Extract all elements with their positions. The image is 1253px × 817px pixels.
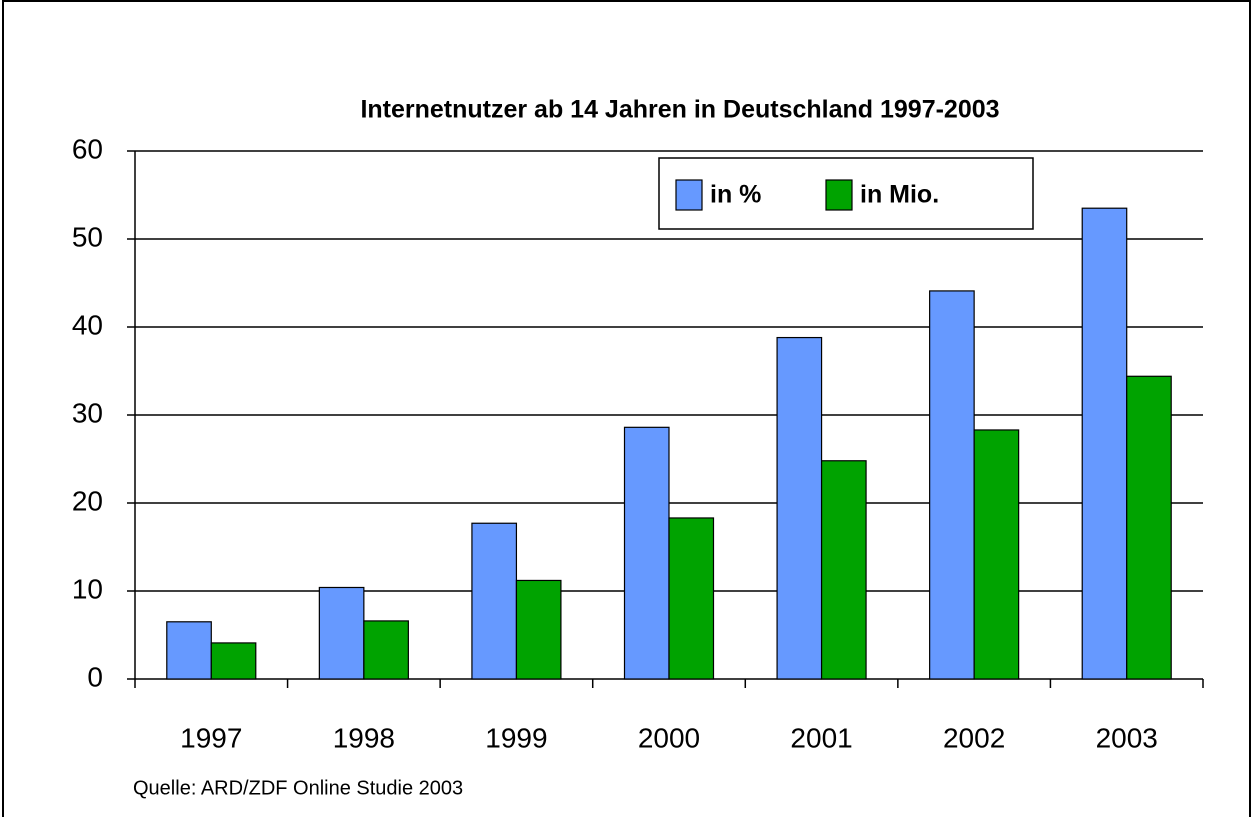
x-tick-label: 2002	[943, 722, 1005, 753]
bar	[623, 426, 670, 680]
bar	[210, 642, 257, 680]
bar	[820, 460, 867, 680]
y-tick-label: 50	[72, 221, 103, 252]
y-tick-label: 0	[87, 661, 103, 692]
bar	[1126, 375, 1172, 680]
bar	[515, 579, 562, 680]
y-tick-label: 30	[72, 397, 103, 428]
x-tick-label: 1999	[485, 722, 547, 753]
y-tick-label: 20	[72, 485, 103, 516]
legend-label: in %	[710, 181, 761, 209]
bar	[1081, 207, 1128, 680]
x-tick-label: 2003	[1096, 722, 1158, 753]
y-tick-label: 60	[72, 133, 103, 164]
bar	[166, 621, 212, 680]
bar	[363, 620, 409, 680]
bar	[929, 290, 975, 680]
bar	[471, 522, 518, 680]
x-tick-label: 1997	[180, 722, 242, 753]
x-tick-label: 1998	[333, 722, 395, 753]
bar	[776, 336, 823, 680]
x-tick-label: 2001	[790, 722, 852, 753]
y-tick-label: 10	[72, 573, 103, 604]
bar	[318, 586, 365, 680]
y-tick-label: 40	[72, 309, 103, 340]
legend-swatch	[675, 179, 703, 211]
bar	[668, 517, 715, 680]
chart-title: Internetnutzer ab 14 Jahren in Deutschla…	[360, 96, 999, 124]
bar	[973, 429, 1020, 680]
x-tick-label: 2000	[638, 722, 700, 753]
legend-label: in Mio.	[860, 181, 939, 209]
legend-swatch	[825, 179, 853, 211]
source-note: Quelle: ARD/ZDF Online Studie 2003	[133, 777, 463, 799]
